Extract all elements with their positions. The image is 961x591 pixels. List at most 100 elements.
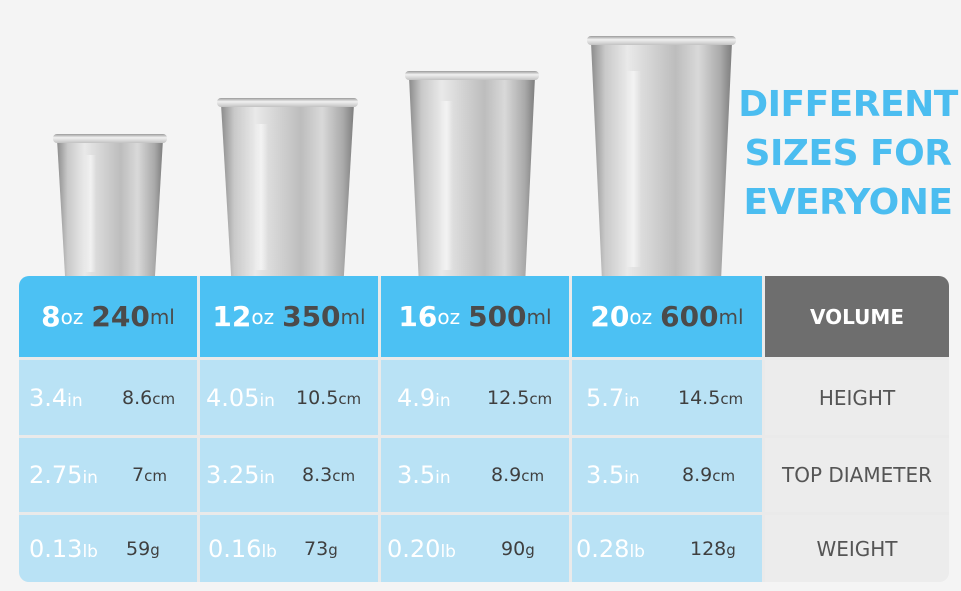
- size-table: 8 oz 240 ml 12 oz 350 ml 16 oz 500 ml 20 oz 600 ml V…: [19, 276, 949, 582]
- height-in: 3.4in: [29, 384, 83, 412]
- height-cm: 8.6cm: [122, 387, 175, 409]
- volume-20oz: 20 oz 600 ml: [572, 276, 762, 357]
- unit: in: [259, 468, 275, 488]
- diameter-cm: 8.9cm: [682, 464, 735, 486]
- unit: g: [150, 540, 160, 559]
- value: 3.5: [397, 461, 436, 489]
- weight-g: 128g: [690, 538, 736, 560]
- unit: cm: [152, 389, 176, 408]
- weight-g: 90g: [501, 538, 535, 560]
- unit: cm: [144, 467, 167, 485]
- row-label-top-diameter: TOP DIAMETER: [765, 438, 949, 512]
- value: 7: [132, 464, 145, 486]
- height-cm: 10.5cm: [296, 387, 361, 409]
- value: 59: [126, 537, 151, 560]
- unit: in: [435, 390, 451, 411]
- oz-unit: oz: [629, 304, 653, 329]
- height-8oz: 3.4in 8.6cm: [19, 360, 197, 435]
- value: 8.9: [491, 464, 522, 486]
- diameter-cm: 8.9cm: [491, 464, 544, 486]
- unit: g: [726, 540, 736, 559]
- unit: lb: [440, 541, 456, 562]
- value: 3.25: [206, 461, 260, 489]
- value: 5.7: [586, 383, 625, 412]
- unit: in: [435, 468, 451, 488]
- value: 0.13: [29, 534, 83, 563]
- volume-12oz: 12 oz 350 ml: [200, 276, 378, 357]
- oz-unit: oz: [251, 304, 275, 329]
- unit: in: [67, 390, 83, 411]
- unit: cm: [338, 389, 362, 408]
- volume-16oz: 16 oz 500 ml: [381, 276, 569, 357]
- height-12oz: 4.05in 10.5cm: [200, 360, 378, 435]
- ml-value: 350: [282, 300, 341, 333]
- ml-value: 500: [468, 300, 527, 333]
- unit: cm: [332, 467, 356, 485]
- unit: in: [82, 468, 98, 488]
- value: 10.5: [296, 386, 339, 409]
- value: 0.20: [387, 534, 441, 563]
- cup-20oz-image: [587, 36, 736, 287]
- oz-value: 16: [398, 300, 438, 333]
- value: 14.5: [678, 386, 721, 409]
- unit: g: [328, 540, 338, 559]
- unit: cm: [521, 467, 545, 485]
- weight-12oz: 0.16lb 73g: [200, 515, 378, 582]
- value: 8.3: [302, 464, 333, 486]
- diameter-8oz: 2.75in 7cm: [19, 438, 197, 512]
- unit: cm: [529, 389, 553, 408]
- ml-unit: ml: [340, 304, 366, 329]
- weight-20oz: 0.28lb 128g: [572, 515, 762, 582]
- diameter-in: 3.25in: [206, 461, 275, 489]
- weight-g: 73g: [304, 538, 338, 560]
- height-in: 4.9in: [397, 384, 451, 412]
- ml-unit: ml: [149, 304, 175, 329]
- diameter-in: 2.75in: [29, 461, 98, 489]
- value: 2.75: [29, 461, 83, 489]
- value: 3.4: [29, 383, 68, 412]
- diameter-20oz: 3.5in 8.9cm: [572, 438, 762, 512]
- ml-value: 240: [91, 300, 150, 333]
- ml-value: 600: [660, 300, 719, 333]
- value: 73: [304, 537, 329, 560]
- oz-value: 20: [590, 300, 630, 333]
- oz-value: 12: [212, 300, 252, 333]
- value: 3.5: [586, 461, 625, 489]
- oz-value: 8: [41, 300, 61, 333]
- unit: lb: [629, 541, 645, 562]
- row-label-weight: WEIGHT: [765, 515, 949, 582]
- unit: in: [624, 390, 640, 411]
- headline-line-2: SIZES FOR: [744, 133, 952, 174]
- height-cm: 14.5cm: [678, 387, 743, 409]
- unit: lb: [261, 541, 277, 562]
- value: 0.28: [576, 534, 630, 563]
- cup-8oz-image: [53, 134, 167, 284]
- headline-line-3: EVERYONE: [743, 182, 953, 223]
- headline: DIFFERENT SIZES FOR EVERYONE: [738, 80, 958, 227]
- ml-unit: ml: [526, 304, 552, 329]
- height-20oz: 5.7in 14.5cm: [572, 360, 762, 435]
- volume-8oz: 8 oz 240 ml: [19, 276, 197, 357]
- oz-unit: oz: [60, 304, 84, 329]
- diameter-in: 3.5in: [397, 461, 451, 489]
- row-label-volume: VOLUME: [765, 276, 949, 357]
- diameter-12oz: 3.25in 8.3cm: [200, 438, 378, 512]
- weight-lb: 0.13lb: [29, 535, 98, 563]
- diameter-16oz: 3.5in 8.9cm: [381, 438, 569, 512]
- value: 0.16: [208, 534, 262, 563]
- height-cm: 12.5cm: [487, 387, 552, 409]
- weight-lb: 0.28lb: [576, 535, 645, 563]
- value: 90: [501, 537, 526, 560]
- cup-16oz-image: [405, 71, 539, 287]
- value: 12.5: [487, 386, 530, 409]
- value: 4.05: [206, 383, 260, 412]
- weight-lb: 0.20lb: [387, 535, 456, 563]
- cup-12oz-image: [217, 98, 358, 285]
- weight-lb: 0.16lb: [208, 535, 277, 563]
- unit: cm: [720, 389, 744, 408]
- value: 128: [690, 537, 727, 560]
- unit: lb: [82, 541, 98, 562]
- value: 8.6: [122, 386, 153, 409]
- diameter-cm: 7cm: [132, 464, 167, 486]
